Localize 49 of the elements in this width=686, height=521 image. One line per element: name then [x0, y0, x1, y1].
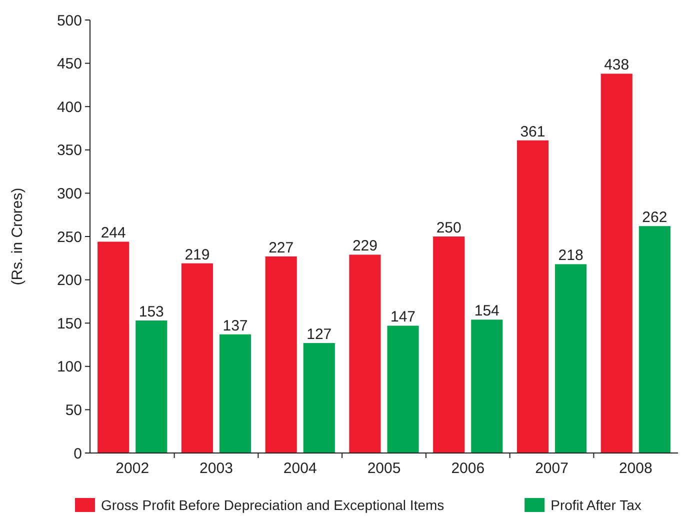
y-tick-label: 500: [56, 12, 82, 30]
bar: [638, 226, 670, 453]
y-axis-title: (Rs. in Crores): [9, 188, 26, 286]
data-label: 229: [352, 238, 378, 255]
y-tick-label: 450: [56, 56, 82, 73]
bar: [265, 256, 297, 453]
bar: [471, 320, 503, 453]
data-label: 154: [474, 302, 500, 320]
bar: [136, 320, 168, 453]
data-label: 361: [520, 123, 546, 140]
y-tick-label: 200: [56, 272, 82, 290]
data-label: 262: [642, 209, 668, 226]
y-tick-label: 400: [56, 98, 82, 116]
x-tick-label: 2002: [116, 460, 150, 477]
x-tick-label: 2008: [618, 460, 652, 477]
bar: [219, 334, 252, 453]
y-tick-label: 0: [74, 445, 82, 462]
data-label: 137: [222, 317, 248, 334]
y-tick-label: 300: [56, 185, 82, 202]
x-tick-label: 2007: [535, 460, 568, 477]
bar: [554, 264, 587, 453]
y-tick-label: 100: [56, 358, 82, 376]
bar: [433, 236, 465, 453]
bar: [181, 263, 214, 453]
bar: [303, 343, 335, 453]
bar: [349, 254, 381, 453]
bar: [600, 74, 632, 453]
x-tick-label: 2004: [283, 460, 317, 477]
data-label: 127: [306, 326, 332, 344]
y-tick-label: 150: [56, 315, 82, 332]
legend-label: Profit After Tax: [550, 497, 642, 513]
x-tick-label: 2006: [451, 460, 485, 477]
data-label: 147: [390, 308, 416, 326]
x-tick-label: 2005: [367, 460, 401, 477]
bar: [387, 326, 419, 453]
data-label: 438: [604, 56, 630, 74]
data-label: 219: [184, 246, 210, 264]
y-tick-label: 50: [65, 402, 82, 419]
x-tick-label: 2003: [200, 460, 233, 477]
y-tick-label: 350: [56, 142, 82, 160]
data-label: 218: [558, 247, 584, 264]
bar: [516, 140, 549, 453]
bar: [98, 242, 130, 453]
data-label: 244: [100, 224, 126, 242]
y-tick-label: 250: [56, 228, 82, 246]
data-label: 250: [436, 220, 462, 236]
legend-label: Gross Profit Before Depreciation and Exceptional Items: [101, 497, 444, 513]
data-label: 153: [138, 304, 164, 320]
data-label: 227: [268, 239, 294, 256]
